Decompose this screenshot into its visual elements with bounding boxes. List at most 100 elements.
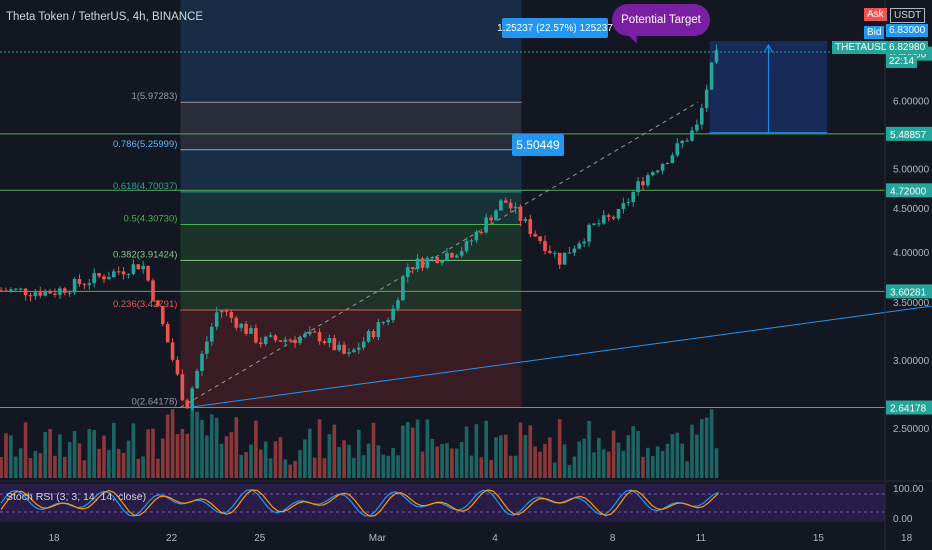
stoch-rsi-d-line (0, 489, 719, 517)
candle-body (28, 295, 33, 297)
currency-selector[interactable]: USDT (890, 8, 926, 23)
candle-body (102, 276, 106, 280)
volume-bar (298, 450, 302, 478)
ask-label: Ask (864, 8, 887, 21)
candle-body (621, 203, 626, 210)
symbol-label: THETAUSDT (832, 41, 898, 54)
volume-bar (626, 435, 631, 478)
volume-bar (239, 454, 243, 478)
volume-bar (557, 419, 562, 478)
price-label-box (886, 284, 932, 299)
candle-body (690, 130, 694, 141)
volume-bar (582, 438, 586, 478)
volume-bar (332, 424, 337, 478)
price-label-box (886, 400, 932, 415)
volume-bar (165, 414, 170, 478)
chart-title: Theta Token / TetherUS, 4h, BINANCE (6, 11, 204, 23)
candle-body (440, 260, 444, 264)
volume-bar (317, 419, 322, 478)
measure-label: 1.25237 (22.57%) 125237 (497, 18, 613, 38)
volume-bar (258, 449, 263, 478)
candle-body (523, 219, 528, 221)
candle-body (156, 300, 160, 307)
volume-bar (347, 444, 351, 478)
volume-bar (136, 458, 141, 478)
candle-body (680, 140, 684, 144)
x-tick-label: 8 (610, 533, 616, 544)
volume-bar (597, 438, 601, 478)
candle-body (474, 232, 479, 241)
volume-bar (660, 450, 665, 478)
candle-body (670, 155, 675, 164)
candle-body (352, 349, 356, 353)
fib-zone (180, 102, 522, 150)
volume-bar (62, 456, 67, 478)
volume-bar (469, 455, 474, 478)
volume-bar (234, 417, 239, 478)
price-callout[interactable]: 5.50449 (512, 134, 564, 156)
candle-body (601, 215, 606, 224)
candle-body (479, 232, 484, 234)
candle-body (298, 337, 302, 344)
volume-bar (18, 448, 23, 478)
volume-bar (572, 456, 577, 478)
volume-bar (146, 429, 150, 478)
volume-bar (665, 443, 670, 478)
volume-bar (479, 457, 484, 478)
trendline (186, 305, 932, 409)
candle-body (366, 331, 371, 342)
candle-body (307, 331, 312, 335)
volume-bar (356, 429, 361, 478)
candle-body (244, 323, 248, 334)
volume-bar (386, 455, 390, 478)
candle-body (249, 328, 253, 334)
candle-body (582, 241, 586, 244)
volume-bar (116, 448, 121, 478)
x-tick-label: 25 (254, 533, 266, 544)
volume-bar (82, 460, 87, 478)
volume-bar (13, 456, 18, 478)
price-label-box (886, 183, 932, 198)
fib-label: 0.618(4.70037) (113, 181, 177, 192)
candle-body (450, 253, 454, 258)
candle-body (587, 224, 591, 242)
stoch-rsi-title: Stoch RSI (3, 3, 14, 14, close) (6, 491, 147, 503)
candle-body (371, 331, 376, 338)
y-tick-label: 3.00000 (893, 356, 930, 367)
volume-bar (459, 441, 464, 478)
candle-body (597, 223, 601, 225)
fib-zone (180, 310, 522, 408)
volume-bar (405, 422, 410, 478)
candle-body (543, 240, 547, 251)
volume-bar (327, 434, 332, 478)
x-tick-label: Mar (369, 533, 387, 544)
candle-body (616, 209, 621, 219)
volume-bar (141, 456, 145, 478)
candle-body (160, 306, 165, 325)
volume-bar (631, 426, 635, 478)
volume-bar (72, 431, 77, 478)
candle-body (665, 163, 670, 165)
candle-body (332, 338, 337, 351)
candle-body (317, 332, 322, 342)
potential-target-note[interactable]: Potential Target (612, 4, 710, 36)
volume-bar (533, 446, 537, 478)
candle-body (170, 342, 175, 360)
volume-bar (293, 460, 297, 478)
volume-bar (454, 448, 459, 478)
y-tick-label: 5.00000 (893, 165, 930, 176)
x-tick-label: 22 (166, 533, 178, 544)
candle-body (254, 328, 258, 343)
volume-group (0, 408, 719, 478)
volume-bar (263, 441, 268, 478)
volume-bar (567, 464, 572, 478)
price-label: 5.48857 (890, 130, 927, 141)
volume-bar (288, 464, 292, 478)
candle-body (376, 322, 381, 338)
fib-zone (180, 260, 522, 311)
candle-body (4, 290, 8, 292)
volume-bar (9, 435, 13, 478)
candle-body (0, 290, 3, 292)
volume-bar (489, 459, 493, 478)
